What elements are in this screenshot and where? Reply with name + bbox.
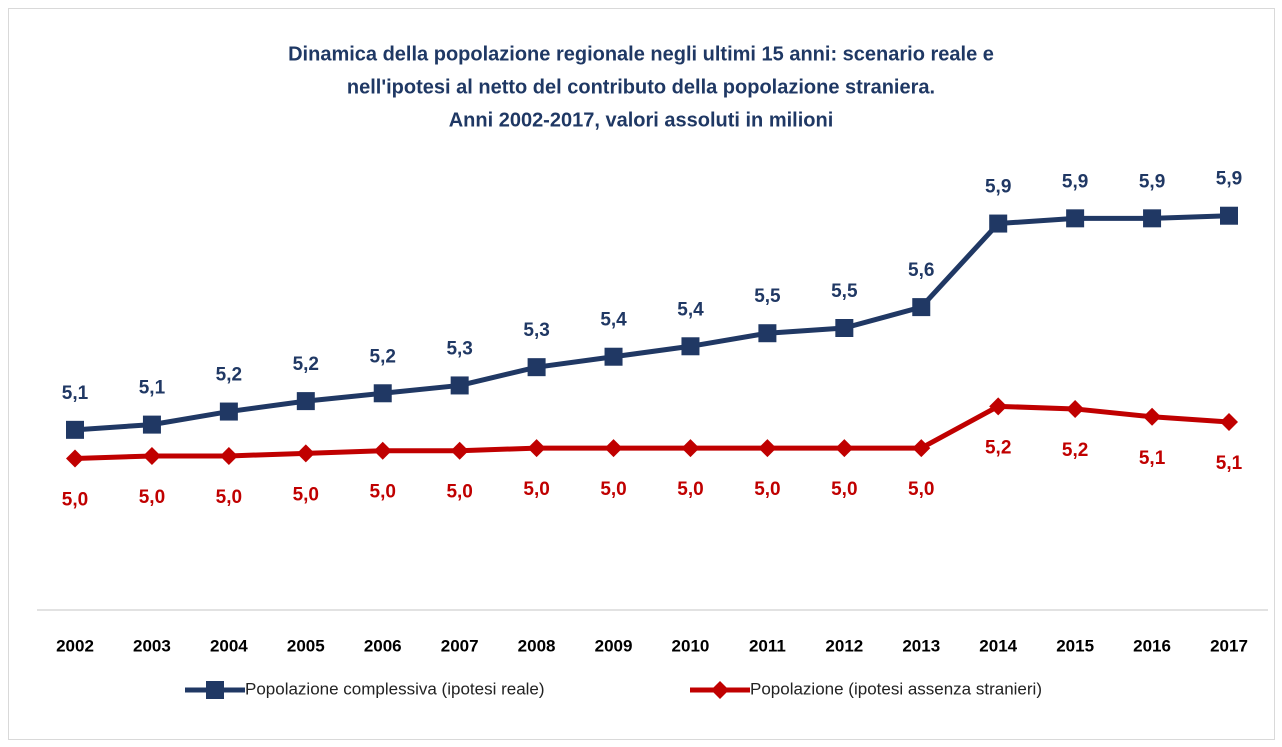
data-point [66, 449, 84, 468]
data-point [450, 376, 469, 395]
x-tick-label: 2006 [364, 636, 402, 655]
data-label: 5,9 [1216, 169, 1242, 190]
data-point [527, 358, 546, 377]
data-point [527, 439, 546, 458]
data-label: 5,1 [62, 383, 89, 404]
data-label: 5,0 [831, 479, 857, 500]
data-label: 5,4 [600, 310, 627, 331]
data-point [758, 439, 777, 458]
data-label: 5,3 [446, 338, 472, 359]
data-point [912, 298, 931, 317]
data-label: 5,5 [754, 286, 781, 307]
data-label: 5,9 [985, 177, 1011, 198]
x-tick-label: 2016 [1133, 636, 1171, 655]
data-label: 5,2 [1062, 440, 1088, 461]
data-point [373, 384, 392, 403]
data-point [142, 446, 161, 465]
data-label: 5,0 [754, 479, 780, 500]
data-point [1066, 209, 1085, 228]
data-label: 5,0 [677, 479, 703, 500]
data-label: 5,2 [985, 437, 1011, 458]
x-tick-label: 2011 [749, 636, 786, 655]
data-point [989, 214, 1008, 233]
data-label: 5,1 [1216, 453, 1243, 474]
x-tick-label: 2009 [595, 636, 633, 655]
x-tick-label: 2007 [441, 636, 479, 655]
data-point [296, 444, 315, 463]
x-tick-label: 2010 [672, 636, 710, 655]
data-point [450, 441, 469, 460]
data-label: 5,2 [370, 346, 396, 367]
data-point [1220, 206, 1238, 225]
x-tick-label: 2008 [518, 636, 556, 655]
x-tick-label: 2013 [902, 636, 940, 655]
data-label: 5,2 [293, 354, 319, 375]
legend-marker [711, 681, 729, 699]
data-label: 5,0 [908, 479, 934, 500]
chart-title: nell'ipotesi al netto del contributo del… [347, 76, 935, 98]
data-label: 5,1 [139, 378, 166, 399]
data-point [835, 319, 854, 337]
data-label: 5,3 [523, 320, 549, 341]
data-point [758, 324, 777, 343]
data-label: 5,0 [293, 484, 319, 505]
data-point [1143, 407, 1162, 426]
data-point [835, 439, 854, 458]
data-point [142, 415, 161, 434]
data-point [66, 420, 84, 439]
legend-label: Popolazione complessiva (ipotesi reale) [245, 679, 545, 698]
data-point [1220, 413, 1238, 431]
data-point [681, 439, 700, 458]
series-line [74, 403, 1230, 462]
x-tick-label: 2014 [979, 636, 1017, 655]
series-line [74, 213, 1230, 433]
data-point [296, 392, 315, 411]
x-tick-label: 2012 [825, 636, 863, 655]
chart-title: Anni 2002-2017, valori assoluti in milio… [449, 109, 834, 131]
data-label: 5,0 [446, 482, 472, 503]
data-point [989, 397, 1008, 416]
data-label: 5,0 [62, 490, 88, 511]
legend-label: Popolazione (ipotesi assenza stranieri) [750, 679, 1042, 698]
data-label: 5,2 [216, 365, 242, 386]
x-tick-label: 2004 [210, 636, 248, 655]
data-label: 5,9 [1139, 171, 1165, 192]
data-label: 5,5 [831, 281, 858, 302]
x-tick-label: 2017 [1210, 636, 1248, 655]
data-label: 5,0 [139, 487, 165, 508]
data-label: 5,0 [370, 482, 396, 503]
data-label: 5,4 [677, 299, 704, 320]
x-tick-label: 2015 [1056, 636, 1094, 655]
data-label: 5,0 [600, 479, 626, 500]
data-label: 5,6 [908, 260, 934, 281]
chart-border [8, 8, 1275, 740]
data-point [219, 446, 238, 465]
x-tick-label: 2002 [56, 636, 94, 655]
data-point [1143, 209, 1162, 228]
data-label: 5,1 [1139, 448, 1166, 469]
legend-marker [206, 681, 224, 699]
data-point [1066, 399, 1085, 418]
data-label: 5,0 [216, 487, 242, 508]
data-label: 5,9 [1062, 171, 1088, 192]
data-point [681, 337, 700, 356]
data-point [604, 439, 623, 458]
data-point [604, 347, 623, 366]
x-tick-label: 2005 [287, 636, 325, 655]
chart-title: Dinamica della popolazione regionale neg… [288, 43, 994, 65]
data-label: 5,0 [523, 479, 549, 500]
data-point [219, 402, 238, 421]
data-point [373, 441, 392, 460]
data-point [912, 439, 931, 458]
x-tick-label: 2003 [133, 636, 171, 655]
